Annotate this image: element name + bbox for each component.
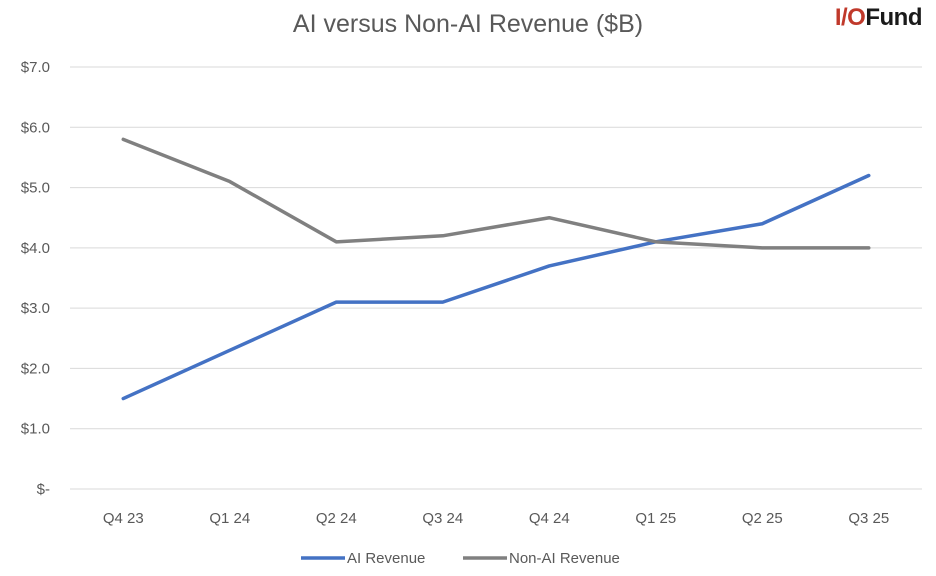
y-tick-label: $4.0 bbox=[21, 240, 50, 257]
x-tick-label: Q4 23 bbox=[103, 510, 144, 527]
legend-label-ai-revenue: AI Revenue bbox=[347, 550, 425, 567]
legend: AI Revenue Non-AI Revenue bbox=[301, 550, 620, 567]
x-tick-label: Q3 25 bbox=[848, 510, 889, 527]
x-axis-ticks: Q4 23 Q1 24 Q2 24 Q3 24 Q4 24 Q1 25 Q2 25 Q3 25 bbox=[103, 510, 889, 527]
chart-title: AI versus Non-AI Revenue ($B) bbox=[293, 10, 643, 38]
y-tick-label: $- bbox=[37, 481, 50, 498]
logo-suffix: Fund bbox=[865, 4, 922, 31]
series-line-ai-revenue bbox=[121, 173, 871, 401]
y-tick-label: $3.0 bbox=[21, 300, 50, 317]
x-tick-label: Q1 25 bbox=[635, 510, 676, 527]
x-tick-label: Q2 24 bbox=[316, 510, 357, 527]
y-tick-label: $5.0 bbox=[21, 180, 50, 197]
io-fund-logo: I/OFund bbox=[834, 4, 923, 32]
y-tick-label: $2.0 bbox=[21, 360, 50, 377]
y-axis-ticks: $- $1.0 $2.0 $3.0 $4.0 $5.0 $6.0 $7.0 bbox=[21, 59, 50, 498]
logo-prefix: I/O bbox=[834, 4, 866, 31]
x-tick-label: Q3 24 bbox=[422, 510, 463, 527]
series-lines bbox=[121, 137, 871, 401]
x-tick-label: Q1 24 bbox=[209, 510, 250, 527]
series-line-non-ai-revenue bbox=[121, 137, 871, 250]
y-tick-label: $7.0 bbox=[21, 59, 50, 76]
x-tick-label: Q4 24 bbox=[529, 510, 570, 527]
y-tick-label: $6.0 bbox=[21, 119, 50, 136]
legend-label-non-ai-revenue: Non-AI Revenue bbox=[509, 550, 620, 567]
gridlines bbox=[70, 66, 922, 490]
y-tick-label: $1.0 bbox=[21, 421, 50, 438]
x-tick-label: Q2 25 bbox=[742, 510, 783, 527]
